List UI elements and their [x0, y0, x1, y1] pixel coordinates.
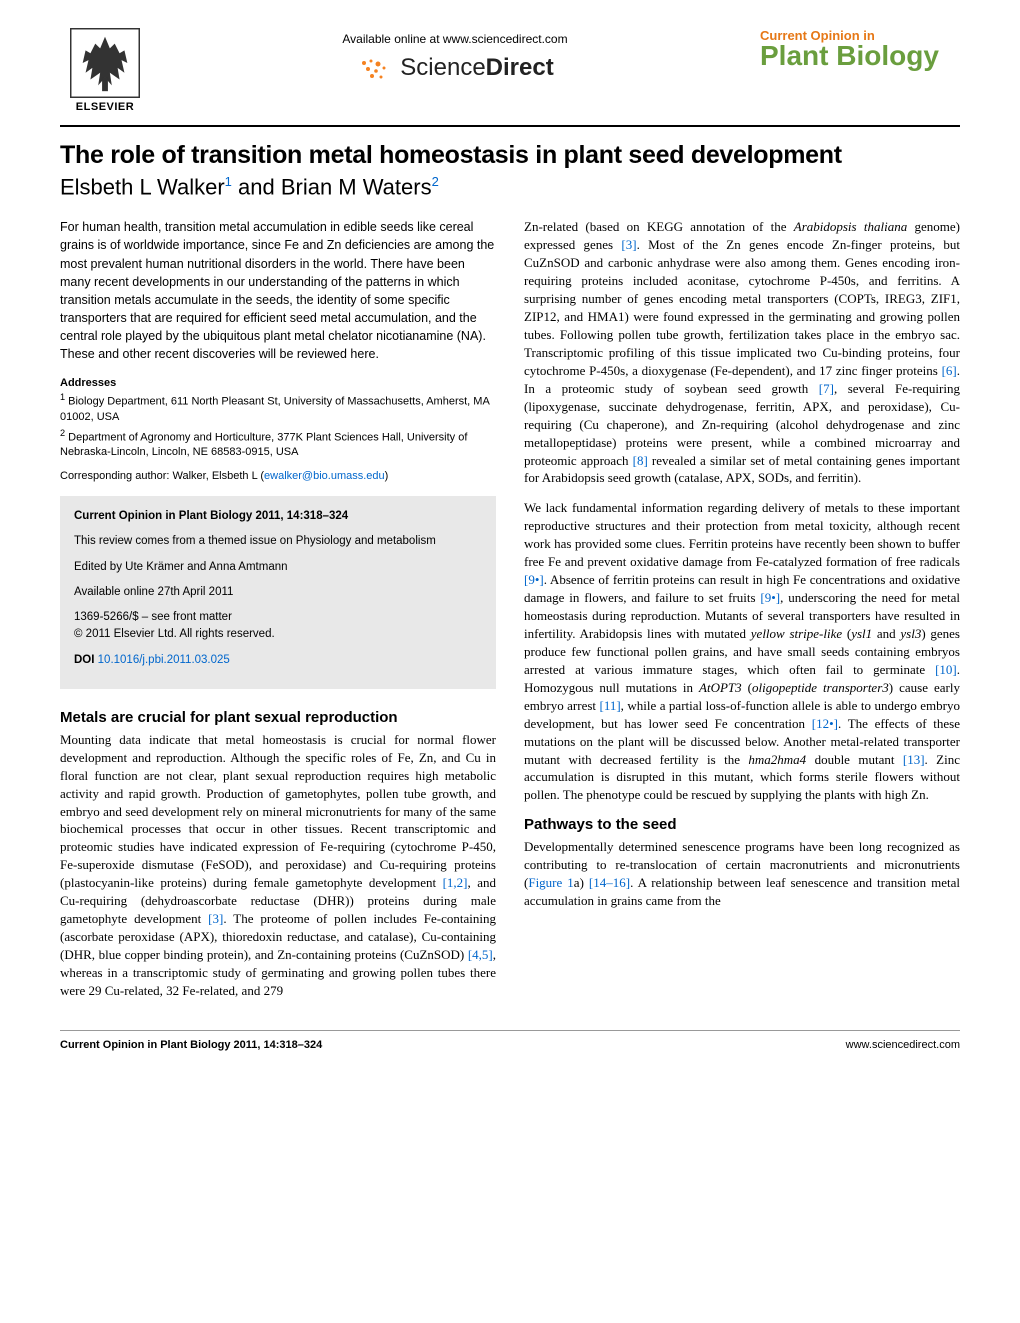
issn-info: 1369-5266/$ – see front matter© 2011 Els… — [74, 609, 482, 644]
ref-12[interactable]: [12•] — [812, 716, 838, 731]
journal-name-text: Plant Biology — [760, 43, 960, 68]
author-1-affiliation: 1 — [225, 174, 232, 189]
doi-link[interactable]: 10.1016/j.pbi.2011.03.025 — [98, 654, 230, 666]
ref-9b[interactable]: [9•] — [760, 590, 780, 605]
ref-4-5[interactable]: [4,5] — [468, 947, 493, 962]
center-header: Available online at www.sciencedirect.co… — [150, 28, 760, 82]
figure-1-link[interactable]: Figure 1 — [528, 875, 573, 890]
article-authors: Elsbeth L Walker1 and Brian M Waters2 — [60, 174, 960, 200]
abstract-text: For human health, transition metal accum… — [60, 218, 496, 363]
ref-14-16[interactable]: [14–16] — [589, 875, 630, 890]
ref-3[interactable]: [3] — [208, 911, 223, 926]
author-1: Elsbeth L Walker — [60, 174, 225, 199]
corresponding-author: Corresponding author: Walker, Elsbeth L … — [60, 470, 496, 482]
available-date: Available online 27th April 2011 — [74, 584, 482, 601]
section-1-body-left: Mounting data indicate that metal homeos… — [60, 731, 496, 1000]
journal-logo: Current Opinion in Plant Biology — [760, 28, 960, 68]
sciencedirect-dots-icon — [356, 57, 396, 81]
author-2-affiliation: 2 — [432, 174, 439, 189]
ref-13[interactable]: [13] — [903, 752, 925, 767]
address-1: 1 Biology Department, 611 North Pleasant… — [60, 391, 496, 424]
sciencedirect-logo: ScienceDirect — [150, 54, 760, 82]
section-1-heading: Metals are crucial for plant sexual repr… — [60, 709, 496, 727]
article-title: The role of transition metal homeostasis… — [60, 141, 960, 170]
elsevier-logo: ELSEVIER — [60, 28, 150, 113]
doi-label: DOI — [74, 654, 94, 666]
address-1-text: Biology Department, 611 North Pleasant S… — [60, 396, 489, 423]
ref-7[interactable]: [7] — [819, 381, 834, 396]
ref-6[interactable]: [6] — [942, 363, 957, 378]
section-1-body-right-p2: We lack fundamental information regardin… — [524, 499, 960, 804]
footer-url: www.sciencedirect.com — [846, 1039, 960, 1051]
sciencedirect-science: Science — [400, 54, 485, 81]
edited-by: Edited by Ute Krämer and Anna Amtmann — [74, 559, 482, 576]
ref-8[interactable]: [8] — [633, 453, 648, 468]
corresponding-close: ) — [385, 470, 389, 482]
publication-info-box: Current Opinion in Plant Biology 2011, 1… — [60, 496, 496, 689]
sciencedirect-direct: Direct — [486, 54, 554, 81]
page-header: ELSEVIER Available online at www.science… — [60, 28, 960, 113]
author-2: Brian M Waters — [281, 174, 432, 199]
doi: DOI 10.1016/j.pbi.2011.03.025 — [74, 652, 482, 669]
ref-1-2[interactable]: [1,2] — [443, 875, 468, 890]
page-footer: Current Opinion in Plant Biology 2011, 1… — [60, 1030, 960, 1051]
header-divider — [60, 125, 960, 127]
ref-10[interactable]: [10] — [935, 662, 957, 677]
right-column: Zn-related (based on KEGG annotation of … — [524, 218, 960, 1000]
section-1-body-right-p1: Zn-related (based on KEGG annotation of … — [524, 218, 960, 487]
section-2-body: Developmentally determined senescence pr… — [524, 838, 960, 910]
publication-citation: Current Opinion in Plant Biology 2011, 1… — [74, 508, 482, 525]
addresses-heading: Addresses — [60, 377, 496, 389]
footer-citation: Current Opinion in Plant Biology 2011, 1… — [60, 1039, 322, 1051]
ref-9a[interactable]: [9•] — [524, 572, 544, 587]
review-issue: This review comes from a themed issue on… — [74, 533, 482, 550]
address-2-text: Department of Agronomy and Horticulture,… — [60, 431, 467, 458]
address-2: 2 Department of Agronomy and Horticultur… — [60, 427, 496, 460]
corresponding-label: Corresponding author: Walker, Elsbeth L … — [60, 470, 264, 482]
corresponding-email-link[interactable]: ewalker@bio.umass.edu — [264, 470, 385, 482]
author-and: and — [232, 174, 281, 199]
two-column-layout: For human health, transition metal accum… — [60, 218, 960, 1000]
left-column: For human health, transition metal accum… — [60, 218, 496, 1000]
elsevier-tree-icon — [70, 28, 140, 98]
ref-3b[interactable]: [3] — [621, 237, 636, 252]
ref-11[interactable]: [11] — [599, 698, 620, 713]
available-online-text: Available online at www.sciencedirect.co… — [150, 32, 760, 46]
elsevier-text: ELSEVIER — [76, 101, 134, 113]
section-2-heading: Pathways to the seed — [524, 816, 960, 834]
